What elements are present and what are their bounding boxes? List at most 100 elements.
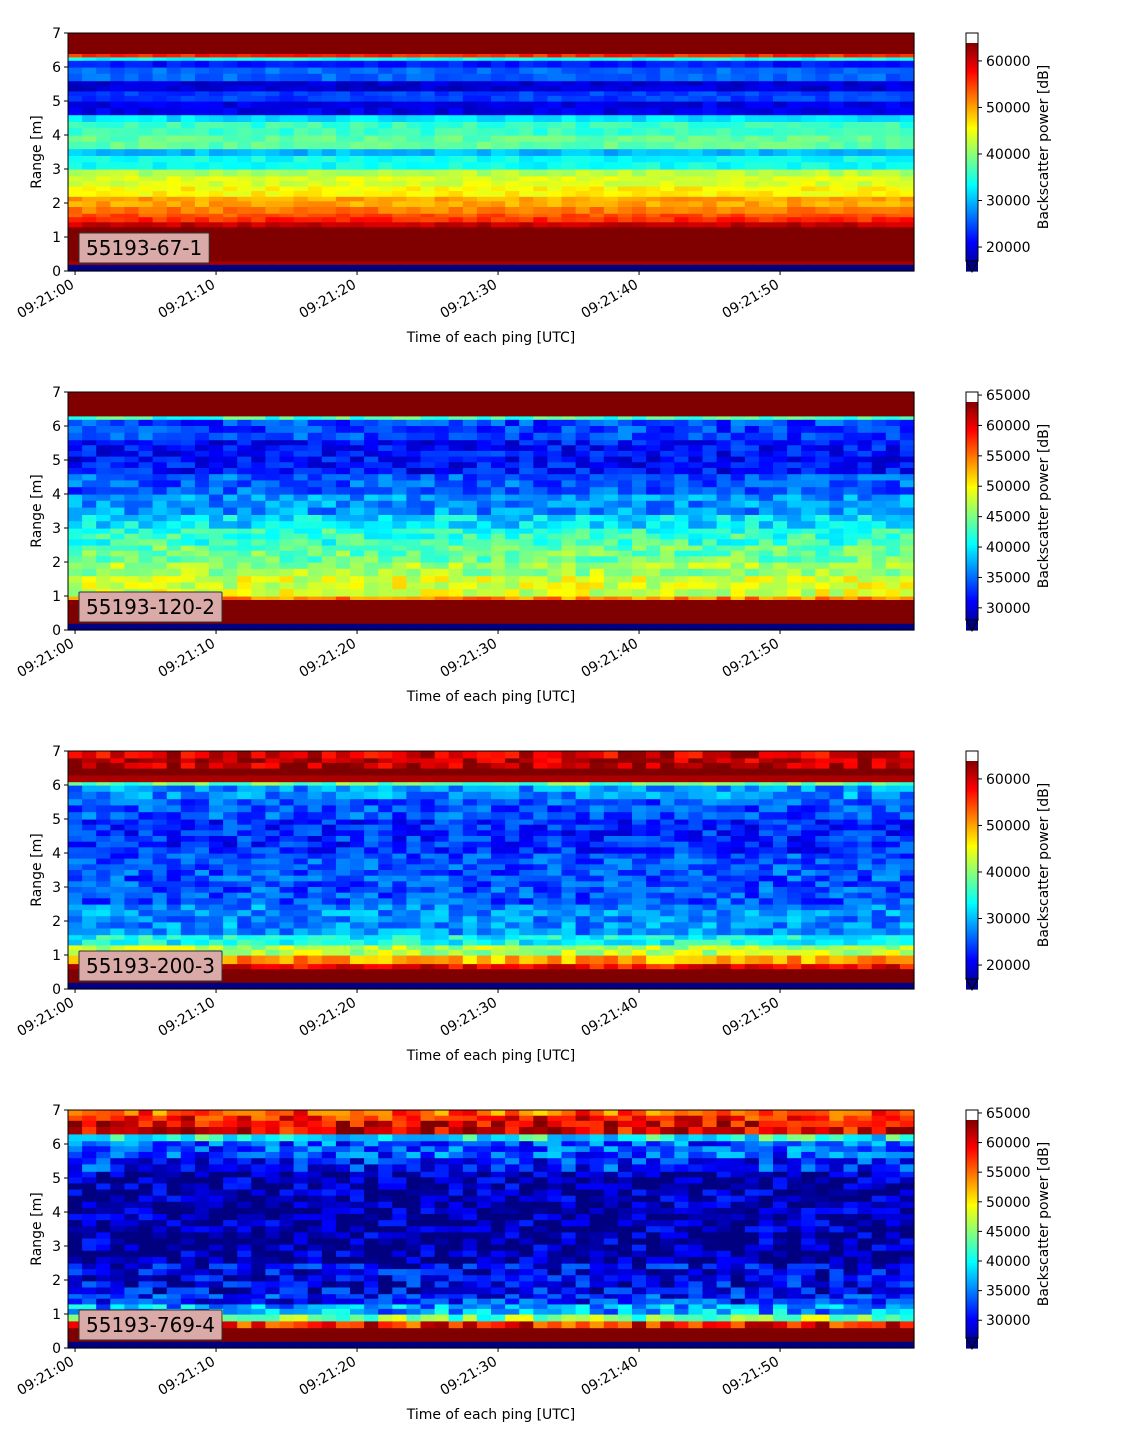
heatmap-cell [716,264,732,272]
heatmap-cell [773,201,788,207]
heatmap-cell [462,201,478,207]
heatmap-cell [462,480,478,488]
heatmap-cell [82,95,97,102]
heatmap-cell [660,232,675,239]
colorbar-segment [966,191,978,194]
heatmap-cell [773,90,788,97]
heatmap-cell [646,135,661,143]
heatmap-cell [829,85,845,92]
heatmap-cell [68,545,83,552]
heatmap-cell [730,562,746,570]
heatmap-cell [716,450,732,458]
heatmap-cell [448,73,464,82]
heatmap-cell [406,206,422,214]
heatmap-cell [744,462,760,469]
heatmap-cell [68,206,83,214]
heatmap-cell [180,462,196,469]
heatmap-cell [166,562,182,570]
heatmap-cell [843,80,859,87]
heatmap-cell [589,60,605,68]
heatmap-cell [124,439,140,446]
heatmap-cell [575,238,591,245]
heatmap-cell [448,545,464,552]
heatmap-cell [265,494,281,502]
heatmap-cell [561,568,577,577]
heatmap-cell [801,445,816,452]
heatmap-cell [265,249,281,256]
heatmap-cell [843,582,859,590]
heatmap-cell [899,53,915,58]
heatmap-cell [871,419,887,427]
heatmap-cell [533,180,548,187]
heatmap-cell [829,221,845,228]
heatmap-cell [406,114,422,122]
heatmap-cell [660,467,675,475]
heatmap-cell [716,169,732,177]
heatmap-cell [688,60,704,68]
heatmap-cell [561,599,577,606]
heatmap-cell [646,226,661,234]
heatmap-cell [392,56,407,61]
heatmap-cell [68,128,83,136]
heatmap-cell [758,426,774,434]
heatmap-cell [434,617,450,624]
heatmap-cell [646,264,661,272]
colorbar-tick-label: 20000 [986,240,1031,256]
colorbar-segment [966,198,978,202]
heatmap-cell [829,33,845,41]
heatmap-cell [899,226,915,234]
heatmap-cell [801,419,816,427]
heatmap-cell [899,73,915,82]
heatmap-cell [688,226,704,234]
heatmap-cell [688,539,704,546]
heatmap-cell [787,264,802,272]
heatmap-cell [491,53,506,58]
heatmap-cell [829,243,845,251]
heatmap-cell [787,562,802,570]
heatmap-cell [589,249,605,256]
heatmap-cell [166,397,182,405]
heatmap-cell [589,445,605,452]
heatmap-cell [223,462,238,469]
heatmap-cell [547,53,563,58]
heatmap-cell [505,611,520,618]
heatmap-cell [603,617,619,624]
heatmap-cell [420,539,436,546]
heatmap-cell [885,617,901,624]
heatmap-cell [223,148,238,156]
heatmap-cell [180,392,196,399]
heatmap-cell [660,56,675,61]
heatmap-cell [110,201,125,207]
heatmap-cell [632,255,647,262]
heatmap-cell [96,175,111,182]
heatmap-cell [730,539,746,546]
heatmap-cell [646,155,661,163]
heatmap-cell [716,487,732,495]
heatmap-cell [561,85,577,92]
heatmap-cell [674,186,689,192]
heatmap-cell [265,121,281,129]
heatmap-cell [730,445,746,452]
heatmap-cell [533,191,548,197]
heatmap-cell [617,397,633,405]
heatmap-cell [505,550,520,557]
heatmap-cell [575,533,591,540]
heatmap-cell [251,521,266,529]
heatmap-cell [321,397,337,405]
colorbar-segment [966,231,978,234]
heatmap-cell [251,494,266,502]
heatmap-cell [885,264,901,272]
heatmap-cell [96,46,111,54]
heatmap-cell [491,467,506,475]
heatmap-cell [857,95,873,102]
colorbar-segment [966,185,978,188]
heatmap-cell [307,528,323,535]
colorbar-segment [966,96,978,99]
heatmap-cell [448,201,464,207]
heatmap-cell [138,39,154,48]
heatmap-cell [180,114,196,122]
heatmap-cell [899,107,915,116]
heatmap-cell [237,392,252,399]
heatmap-cell [617,494,633,502]
heatmap-cell [646,56,661,61]
